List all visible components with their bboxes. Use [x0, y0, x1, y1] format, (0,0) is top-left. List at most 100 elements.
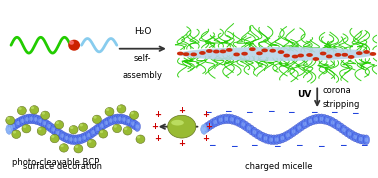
- Ellipse shape: [330, 118, 336, 127]
- Ellipse shape: [240, 119, 246, 129]
- Ellipse shape: [88, 129, 94, 139]
- Ellipse shape: [327, 116, 333, 126]
- Ellipse shape: [30, 106, 39, 114]
- Text: +: +: [152, 122, 158, 131]
- Ellipse shape: [33, 114, 39, 124]
- Text: self-: self-: [134, 54, 152, 63]
- Ellipse shape: [26, 114, 32, 124]
- Ellipse shape: [313, 114, 319, 124]
- Ellipse shape: [314, 117, 318, 121]
- Ellipse shape: [275, 137, 279, 142]
- Ellipse shape: [117, 105, 126, 113]
- Ellipse shape: [248, 125, 255, 135]
- Ellipse shape: [42, 112, 45, 115]
- Ellipse shape: [208, 123, 211, 128]
- Ellipse shape: [363, 135, 370, 145]
- Circle shape: [342, 54, 347, 56]
- Ellipse shape: [219, 117, 223, 122]
- Text: photo-cleavable BCP: photo-cleavable BCP: [12, 158, 99, 167]
- Ellipse shape: [12, 124, 15, 128]
- Ellipse shape: [21, 119, 24, 123]
- Ellipse shape: [253, 130, 256, 134]
- Ellipse shape: [106, 108, 109, 111]
- Circle shape: [327, 55, 332, 58]
- Ellipse shape: [116, 114, 123, 124]
- Ellipse shape: [51, 135, 54, 138]
- Ellipse shape: [119, 114, 125, 124]
- Ellipse shape: [39, 117, 46, 127]
- Ellipse shape: [304, 117, 311, 127]
- Ellipse shape: [50, 125, 57, 134]
- Ellipse shape: [50, 134, 59, 143]
- Ellipse shape: [286, 133, 290, 137]
- Ellipse shape: [135, 124, 139, 129]
- Ellipse shape: [91, 130, 95, 134]
- Ellipse shape: [100, 124, 104, 128]
- Text: +: +: [178, 139, 185, 148]
- Ellipse shape: [61, 132, 68, 142]
- Ellipse shape: [51, 127, 55, 132]
- Ellipse shape: [293, 125, 300, 135]
- Ellipse shape: [47, 124, 51, 128]
- Ellipse shape: [257, 131, 263, 141]
- Ellipse shape: [75, 145, 78, 148]
- Circle shape: [307, 54, 312, 56]
- Ellipse shape: [72, 135, 79, 145]
- Ellipse shape: [132, 120, 138, 130]
- Ellipse shape: [130, 112, 134, 114]
- Ellipse shape: [37, 116, 43, 126]
- Circle shape: [298, 54, 303, 57]
- Circle shape: [270, 49, 275, 52]
- Ellipse shape: [234, 116, 241, 126]
- Ellipse shape: [13, 131, 16, 134]
- Ellipse shape: [360, 135, 367, 145]
- Ellipse shape: [310, 115, 316, 125]
- Ellipse shape: [348, 132, 352, 136]
- Ellipse shape: [79, 123, 88, 131]
- Ellipse shape: [338, 123, 344, 133]
- Ellipse shape: [105, 117, 112, 127]
- Ellipse shape: [38, 119, 42, 123]
- Ellipse shape: [68, 134, 74, 144]
- Ellipse shape: [87, 133, 90, 137]
- Ellipse shape: [246, 123, 252, 133]
- Ellipse shape: [55, 121, 64, 129]
- Ellipse shape: [307, 116, 314, 126]
- Ellipse shape: [292, 129, 295, 134]
- Ellipse shape: [341, 125, 347, 135]
- Ellipse shape: [290, 127, 297, 137]
- Ellipse shape: [69, 125, 78, 134]
- Ellipse shape: [34, 117, 37, 122]
- Circle shape: [279, 51, 284, 53]
- Ellipse shape: [232, 115, 238, 125]
- Text: assembly: assembly: [123, 72, 163, 80]
- Circle shape: [364, 51, 369, 53]
- Circle shape: [370, 53, 375, 55]
- Text: −: −: [339, 142, 347, 150]
- Ellipse shape: [93, 115, 101, 124]
- Ellipse shape: [107, 116, 114, 125]
- Ellipse shape: [209, 119, 216, 129]
- Ellipse shape: [54, 128, 61, 138]
- Ellipse shape: [262, 133, 269, 143]
- Ellipse shape: [122, 117, 126, 122]
- Ellipse shape: [276, 134, 283, 144]
- Ellipse shape: [121, 115, 127, 124]
- Ellipse shape: [70, 126, 73, 129]
- Circle shape: [207, 50, 212, 52]
- Ellipse shape: [247, 126, 251, 130]
- Text: −: −: [230, 142, 237, 151]
- Ellipse shape: [23, 114, 30, 124]
- Text: +: +: [205, 122, 212, 131]
- Text: −: −: [295, 142, 302, 150]
- Ellipse shape: [65, 136, 68, 140]
- Ellipse shape: [12, 130, 21, 138]
- Ellipse shape: [43, 121, 46, 125]
- Ellipse shape: [100, 130, 103, 133]
- Ellipse shape: [96, 122, 103, 132]
- Ellipse shape: [80, 124, 83, 126]
- Ellipse shape: [285, 130, 291, 140]
- Ellipse shape: [282, 132, 288, 142]
- Circle shape: [321, 52, 326, 55]
- Ellipse shape: [12, 120, 19, 129]
